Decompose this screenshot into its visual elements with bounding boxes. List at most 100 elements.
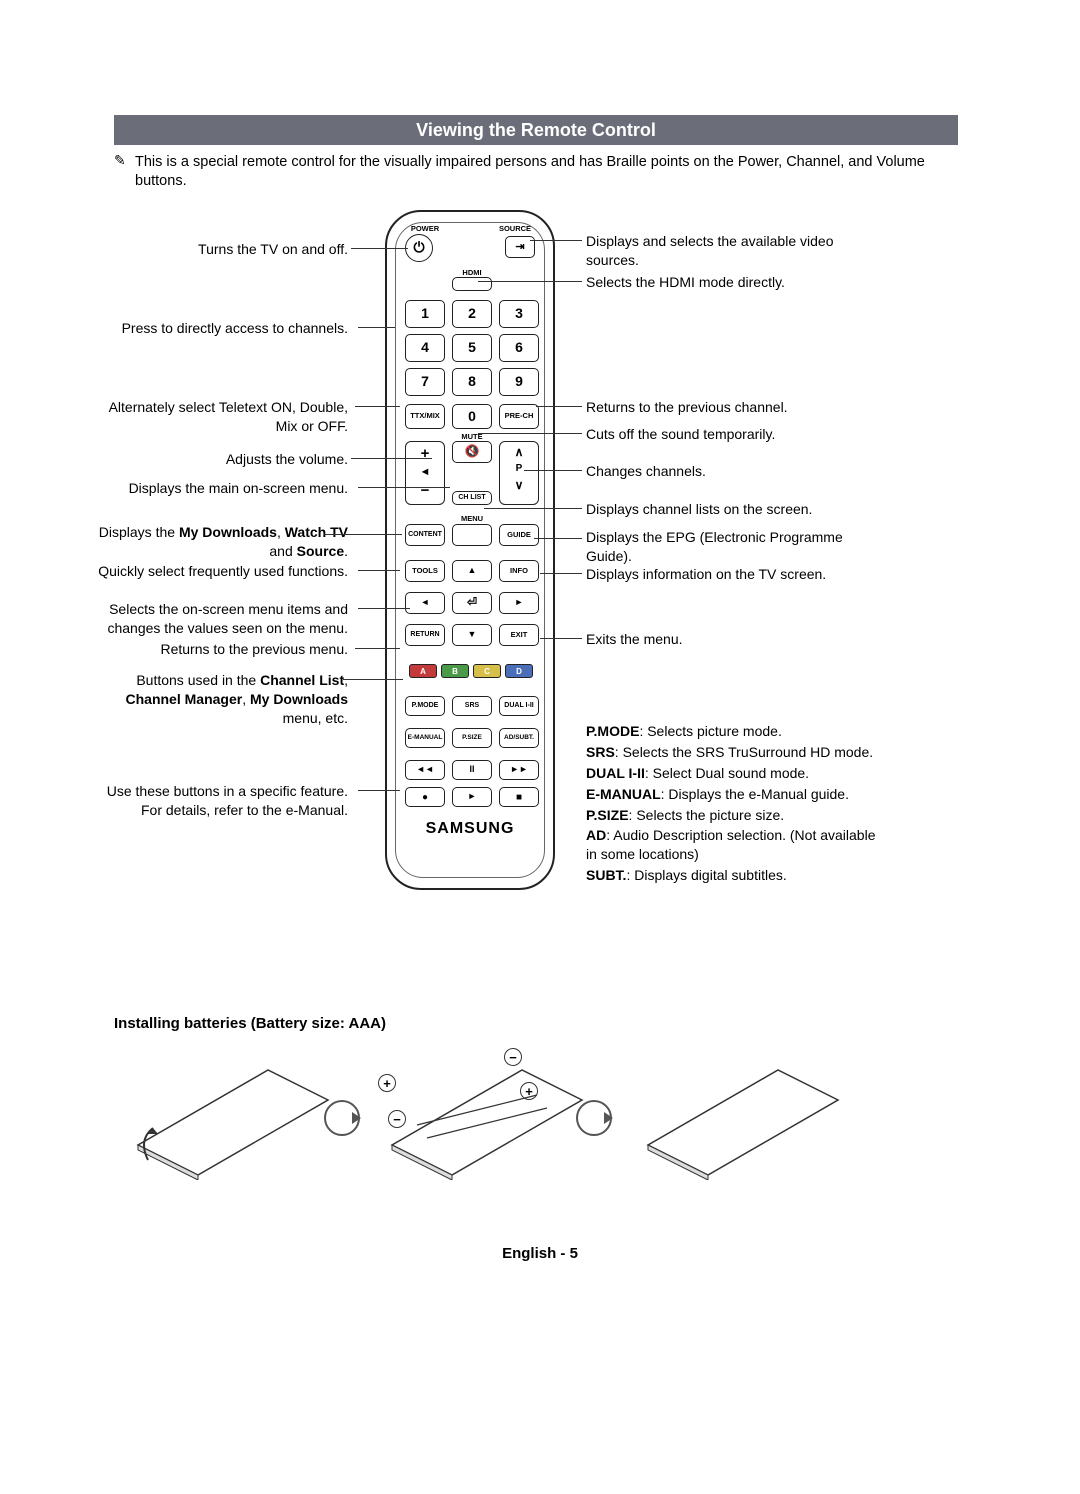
polarity-minus-1: − (504, 1048, 522, 1066)
num-9-button: 9 (499, 368, 539, 396)
callout-left-10: Use these buttons in a specific feature.… (98, 782, 348, 820)
callout-left-0: Turns the TV on and off. (98, 240, 348, 259)
battery-step-3 (628, 1050, 858, 1180)
ch-list-button: CH LIST (452, 491, 492, 505)
color-button-b: B (441, 664, 469, 678)
ttx-label: TTX/MIX (410, 412, 440, 420)
e-manual-button: E-MANUAL (405, 728, 445, 748)
volume-rocker: + ◄ − (405, 441, 445, 505)
return-button: RETURN (405, 624, 445, 646)
connector-line-12 (478, 281, 582, 282)
page-footer: English - 5 (0, 1245, 1080, 1262)
step-arrow-1 (324, 1100, 360, 1136)
ch-p: P (500, 463, 538, 474)
vol-plus: + (406, 445, 444, 462)
connector-line-13 (536, 406, 582, 407)
callout-left-6: Quickly select frequently used functions… (98, 562, 348, 581)
polarity-plus-1: + (378, 1074, 396, 1092)
exit-button: EXIT (499, 624, 539, 646)
pre-ch-button: PRE-CH (499, 404, 539, 429)
dpad-up: ▲ (452, 560, 492, 582)
num-1-button: 1 (405, 300, 445, 328)
source-icon: ⇥ (515, 241, 524, 253)
dpad-left: ◄ (405, 592, 445, 614)
callout-right-3: Cuts off the sound temporarily. (586, 425, 876, 444)
color-buttons-row: ABCD (409, 664, 533, 678)
info-label: INFO (510, 567, 528, 575)
step-arrow-2 (576, 1100, 612, 1136)
callout-left-7: Selects the on-screen menu items and cha… (98, 600, 348, 638)
callout-right-0: Displays and selects the available video… (586, 232, 876, 270)
num-6-button: 6 (499, 334, 539, 362)
callout-right-8: Exits the menu. (586, 630, 876, 649)
power-label: POWER (405, 224, 445, 233)
remote-control-diagram: POWER SOURCE ⏻ ⇥ HDMI 123456789 TTX/MIX … (385, 210, 555, 890)
callout-left-8: Returns to the previous menu. (98, 640, 348, 659)
callout-right-7: Displays information on the TV screen. (586, 565, 876, 584)
stop-button: ■ (499, 787, 539, 807)
ad-subt--button: AD/SUBT. (499, 728, 539, 748)
info-button: INFO (499, 560, 539, 582)
mute-button: 🔇 (452, 441, 492, 463)
connector-line-19 (540, 638, 582, 639)
connector-line-9 (343, 679, 403, 680)
menu-button (452, 524, 492, 546)
srs-button: SRS (452, 696, 492, 716)
callout-right-5: Displays channel lists on the screen. (586, 500, 876, 519)
callout-right-1: Selects the HDMI mode directly. (586, 273, 876, 292)
callout-left-9: Buttons used in the Channel List, Channe… (98, 671, 348, 728)
section-title: Viewing the Remote Control (416, 120, 656, 140)
dpad-right: ► (499, 592, 539, 614)
connector-line-7 (358, 608, 410, 609)
source-label: SOURCE (495, 224, 535, 233)
connector-line-15 (524, 470, 582, 471)
connector-line-5 (324, 534, 402, 535)
connector-line-10 (358, 790, 400, 791)
content-button: CONTENT (405, 524, 445, 546)
ch-up: ∧ (500, 445, 538, 459)
polarity-plus-2: + (520, 1082, 538, 1100)
callout-left-1: Press to directly access to channels. (98, 319, 348, 338)
connector-line-16 (484, 508, 582, 509)
hdmi-label: HDMI (452, 268, 492, 277)
connector-line-14 (478, 433, 582, 434)
guide-button: GUIDE (499, 524, 539, 546)
callout-left-5: Displays the My Downloads, Watch TV and … (98, 523, 348, 561)
num-8-button: 8 (452, 368, 492, 396)
power-icon: ⏻ (413, 240, 424, 255)
rewind-button: ◄◄ (405, 760, 445, 780)
prech-label: PRE-CH (505, 412, 534, 420)
return-label: RETURN (410, 631, 439, 639)
section-title-bar: Viewing the Remote Control (114, 115, 958, 145)
color-button-d: D (505, 664, 533, 678)
connector-line-0 (351, 248, 408, 249)
channel-rocker: ∧ P ∨ (499, 441, 539, 505)
vol-minus: − (406, 482, 444, 499)
feature-description-block: P.MODE: Selects picture mode.SRS: Select… (586, 722, 886, 887)
power-button: ⏻ (405, 234, 433, 262)
connector-line-18 (540, 573, 582, 574)
hdmi-button (452, 277, 492, 291)
tools-button: TOOLS (405, 560, 445, 582)
num-5-button: 5 (452, 334, 492, 362)
mute-icon: 🔇 (465, 445, 480, 458)
connector-line-1 (358, 327, 395, 328)
connector-line-3 (351, 458, 432, 459)
record-button: ● (405, 787, 445, 807)
menu-label: MENU (452, 514, 492, 523)
polarity-minus-2: − (388, 1110, 406, 1128)
connector-line-4 (358, 487, 450, 488)
num-0-button: 0 (452, 404, 492, 429)
p-size-button: P.SIZE (452, 728, 492, 748)
callout-left-2: Alternately select Teletext ON, Double, … (98, 398, 348, 436)
num-2-button: 2 (452, 300, 492, 328)
connector-line-11 (530, 240, 582, 241)
p-mode-button: P.MODE (405, 696, 445, 716)
color-button-c: C (473, 664, 501, 678)
dual-i-ii-button: DUAL I-II (499, 696, 539, 716)
battery-heading: Installing batteries (Battery size: AAA) (114, 1015, 386, 1032)
dpad-down: ▼ (452, 624, 492, 646)
num-3-button: 3 (499, 300, 539, 328)
pause-button: II (452, 760, 492, 780)
connector-line-17 (534, 538, 582, 539)
